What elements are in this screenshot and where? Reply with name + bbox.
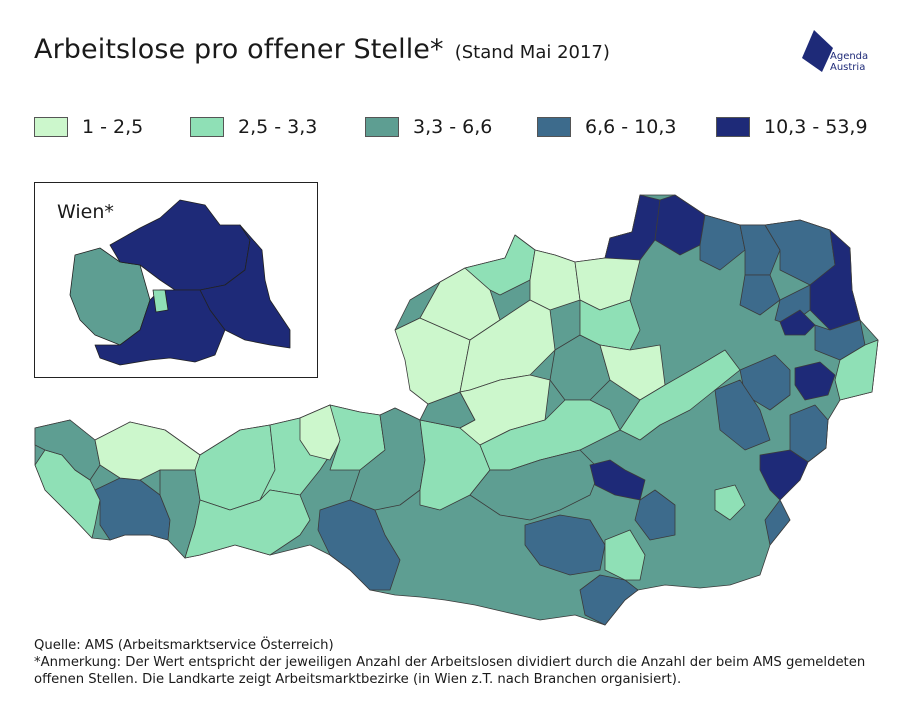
- district-burgenland-south: [764, 499, 791, 546]
- legend-swatch-4: [537, 117, 571, 137]
- legend-item-5: 10,3 - 53,9: [716, 115, 868, 139]
- source-note: Quelle: AMS (Arbeitsmarktservice Österre…: [34, 638, 334, 653]
- remark-line-2: offenen Stellen. Die Landkarte zeigt Arb…: [34, 672, 682, 687]
- remark-line-1: *Anmerkung: Der Wert entspricht der jewe…: [34, 655, 866, 670]
- district-ooe-4: [529, 249, 581, 311]
- district-stmk-4: [634, 489, 676, 541]
- agenda-austria-logo: Agenda Austria: [800, 28, 870, 78]
- district-noe-south-2: [714, 379, 771, 451]
- legend-item-4: 6,6 - 10,3: [537, 115, 676, 139]
- district-noe-north-1: [604, 194, 661, 261]
- legend-label-5: 10,3 - 53,9: [764, 116, 868, 138]
- district-salzburg-1: [349, 407, 426, 511]
- logo-text-agenda: Agenda: [830, 51, 869, 62]
- legend-item-2: 2,5 - 3,3: [190, 115, 317, 139]
- wien-inset-label: Wien*: [57, 201, 114, 223]
- wien-district-south: [94, 289, 226, 366]
- legend-label-3: 3,3 - 6,6: [413, 116, 493, 138]
- district-ooe-8: [579, 299, 641, 351]
- legend-swatch-3: [365, 117, 399, 137]
- district-wien-main: [779, 309, 816, 336]
- title-subtitle: (Stand Mai 2017): [454, 42, 610, 63]
- chart-title: Arbeitslose pro offener Stelle* (Stand M…: [34, 34, 610, 65]
- legend-swatch-2: [190, 117, 224, 137]
- district-stmk-3: [589, 459, 646, 501]
- logo-text-austria: Austria: [830, 62, 866, 73]
- district-ooe-10: [459, 374, 551, 446]
- district-stmk-2: [469, 449, 601, 521]
- district-ktn-2: [579, 574, 639, 626]
- district-ktn-3: [604, 529, 646, 581]
- district-noe-mid-1: [739, 274, 781, 316]
- wien-inset: Wien*: [34, 182, 318, 378]
- wien-district-east: [199, 224, 291, 349]
- district-ktn-1: [524, 514, 606, 576]
- district-stmk-east: [714, 484, 746, 521]
- wien-district-center: [152, 289, 169, 313]
- legend-label-4: 6,6 - 10,3: [585, 116, 677, 138]
- legend-label-2: 2,5 - 3,3: [238, 116, 318, 138]
- district-burgenland-mid: [759, 449, 809, 501]
- legend-label-1: 1 - 2,5: [82, 116, 144, 138]
- district-west-2: [34, 419, 101, 481]
- title-main: Arbeitslose pro offener Stelle*: [34, 34, 444, 65]
- legend-swatch-1: [34, 117, 68, 137]
- footer: Quelle: AMS (Arbeitsmarktservice Österre…: [34, 637, 884, 688]
- district-noe-east-2: [794, 361, 836, 401]
- legend-item-3: 3,3 - 6,6: [365, 115, 492, 139]
- legend-swatch-5: [716, 117, 750, 137]
- logo-mark-icon: [802, 30, 833, 72]
- legend-item-1: 1 - 2,5: [34, 115, 143, 139]
- district-burgenland-north: [834, 339, 879, 401]
- district-tirol-7: [184, 489, 311, 559]
- legend: 1 - 2,5 2,5 - 3,3 3,3 - 6,6 6,6 - 10,3 1…: [34, 115, 874, 143]
